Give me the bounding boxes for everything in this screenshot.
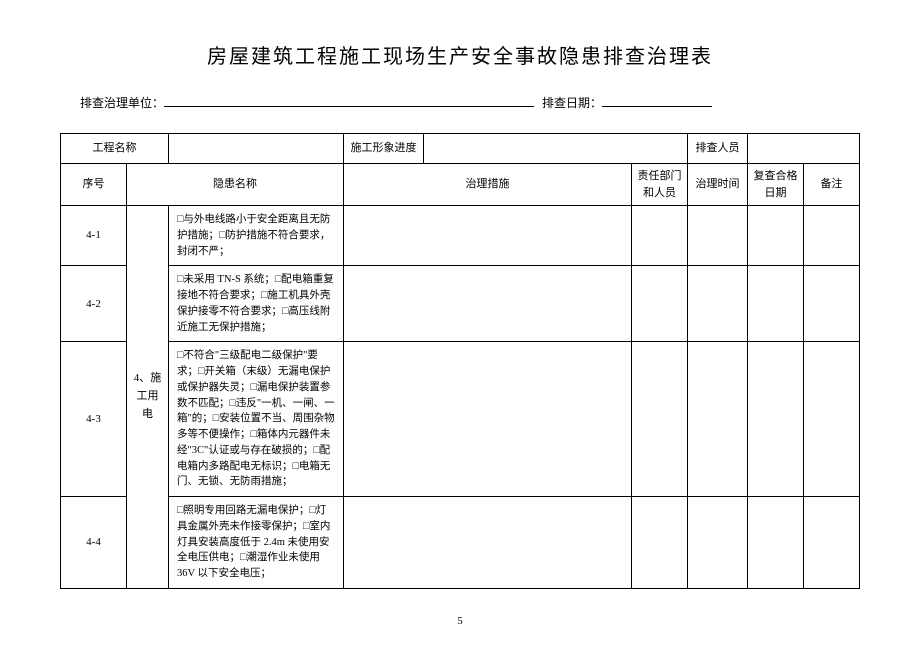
remark-cell bbox=[804, 206, 860, 266]
measure-cell bbox=[344, 497, 632, 589]
project-name-label: 工程名称 bbox=[61, 134, 169, 164]
hazard-cell: □照明专用回路无漏电保护；□灯具金属外壳未作接零保护；□室内灯具安装高度低于 2… bbox=[169, 497, 344, 589]
date-label: 排查日期： bbox=[542, 94, 602, 111]
inspection-table: 工程名称 施工形象进度 排查人员 序号 隐患名称 治理措施 责任部门和人员 治理… bbox=[60, 133, 860, 589]
category-cell: 4、施工用电 bbox=[127, 206, 169, 589]
row-seq: 4-1 bbox=[61, 206, 127, 266]
hazard-header: 隐患名称 bbox=[127, 164, 344, 206]
hazard-cell: □未采用 TN-S 系统；□配电箱重复接地不符合要求；□施工机具外壳保护接零不符… bbox=[169, 266, 344, 342]
dept-header: 责任部门和人员 bbox=[632, 164, 688, 206]
table-header-row: 序号 隐患名称 治理措施 责任部门和人员 治理时间 复查合格日期 备注 bbox=[61, 164, 860, 206]
time-header: 治理时间 bbox=[688, 164, 748, 206]
row-seq: 4-4 bbox=[61, 497, 127, 589]
time-cell bbox=[688, 266, 748, 342]
dept-cell bbox=[632, 206, 688, 266]
row-seq: 4-2 bbox=[61, 266, 127, 342]
date-underline bbox=[602, 93, 712, 107]
time-cell bbox=[688, 342, 748, 497]
measure-cell bbox=[344, 342, 632, 497]
table-row: 4-1 4、施工用电 □与外电线路小于安全距离且无防护措施；□防护措施不符合要求… bbox=[61, 206, 860, 266]
remark-header: 备注 bbox=[804, 164, 860, 206]
time-cell bbox=[688, 206, 748, 266]
table-row: 4-3 □不符合"三级配电二级保护"要求；□开关箱（末级）无漏电保护或保护器失灵… bbox=[61, 342, 860, 497]
measure-cell bbox=[344, 206, 632, 266]
remark-cell bbox=[804, 266, 860, 342]
recheck-cell bbox=[748, 206, 804, 266]
project-name-value bbox=[169, 134, 344, 164]
row-seq: 4-3 bbox=[61, 342, 127, 497]
unit-underline bbox=[164, 93, 534, 107]
recheck-cell bbox=[748, 342, 804, 497]
recheck-cell bbox=[748, 497, 804, 589]
dept-cell bbox=[632, 497, 688, 589]
inspector-value bbox=[748, 134, 860, 164]
page-number: 5 bbox=[60, 615, 860, 627]
table-info-row: 工程名称 施工形象进度 排查人员 bbox=[61, 134, 860, 164]
progress-label: 施工形象进度 bbox=[344, 134, 424, 164]
recheck-cell bbox=[748, 266, 804, 342]
recheck-header: 复查合格日期 bbox=[748, 164, 804, 206]
progress-value bbox=[424, 134, 688, 164]
meta-line: 排查治理单位： 排查日期： bbox=[60, 93, 860, 111]
measure-header: 治理措施 bbox=[344, 164, 632, 206]
hazard-cell: □不符合"三级配电二级保护"要求；□开关箱（末级）无漏电保护或保护器失灵；□漏电… bbox=[169, 342, 344, 497]
inspector-label: 排查人员 bbox=[688, 134, 748, 164]
seq-header: 序号 bbox=[61, 164, 127, 206]
dept-cell bbox=[632, 266, 688, 342]
remark-cell bbox=[804, 497, 860, 589]
table-row: 4-2 □未采用 TN-S 系统；□配电箱重复接地不符合要求；□施工机具外壳保护… bbox=[61, 266, 860, 342]
time-cell bbox=[688, 497, 748, 589]
dept-cell bbox=[632, 342, 688, 497]
unit-label: 排查治理单位： bbox=[80, 94, 164, 111]
page-title: 房屋建筑工程施工现场生产安全事故隐患排查治理表 bbox=[60, 40, 860, 69]
measure-cell bbox=[344, 266, 632, 342]
hazard-cell: □与外电线路小于安全距离且无防护措施；□防护措施不符合要求，封闭不严； bbox=[169, 206, 344, 266]
table-row: 4-4 □照明专用回路无漏电保护；□灯具金属外壳未作接零保护；□室内灯具安装高度… bbox=[61, 497, 860, 589]
remark-cell bbox=[804, 342, 860, 497]
